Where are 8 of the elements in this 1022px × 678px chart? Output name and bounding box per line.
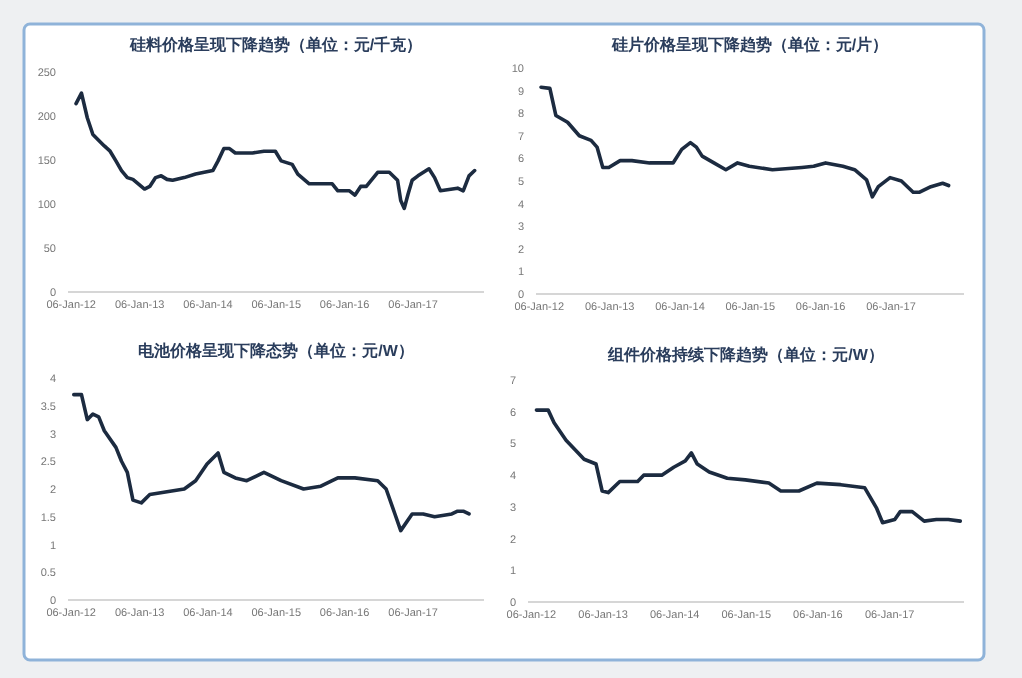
chart-title: 电池价格呈现下降态势（单位：元/W） (138, 342, 414, 360)
chart-title: 组件价格持续下降趋势（单位：元/W） (606, 346, 884, 364)
chart-title: 硅片价格呈现下降趋势（单位：元/片） (609, 36, 889, 54)
chart-title: 硅料价格呈现下降趋势（单位：元/千克） (127, 36, 423, 54)
line-series (74, 91, 477, 211)
line-series (539, 85, 951, 199)
line-series (534, 408, 963, 525)
line-series (72, 392, 471, 533)
